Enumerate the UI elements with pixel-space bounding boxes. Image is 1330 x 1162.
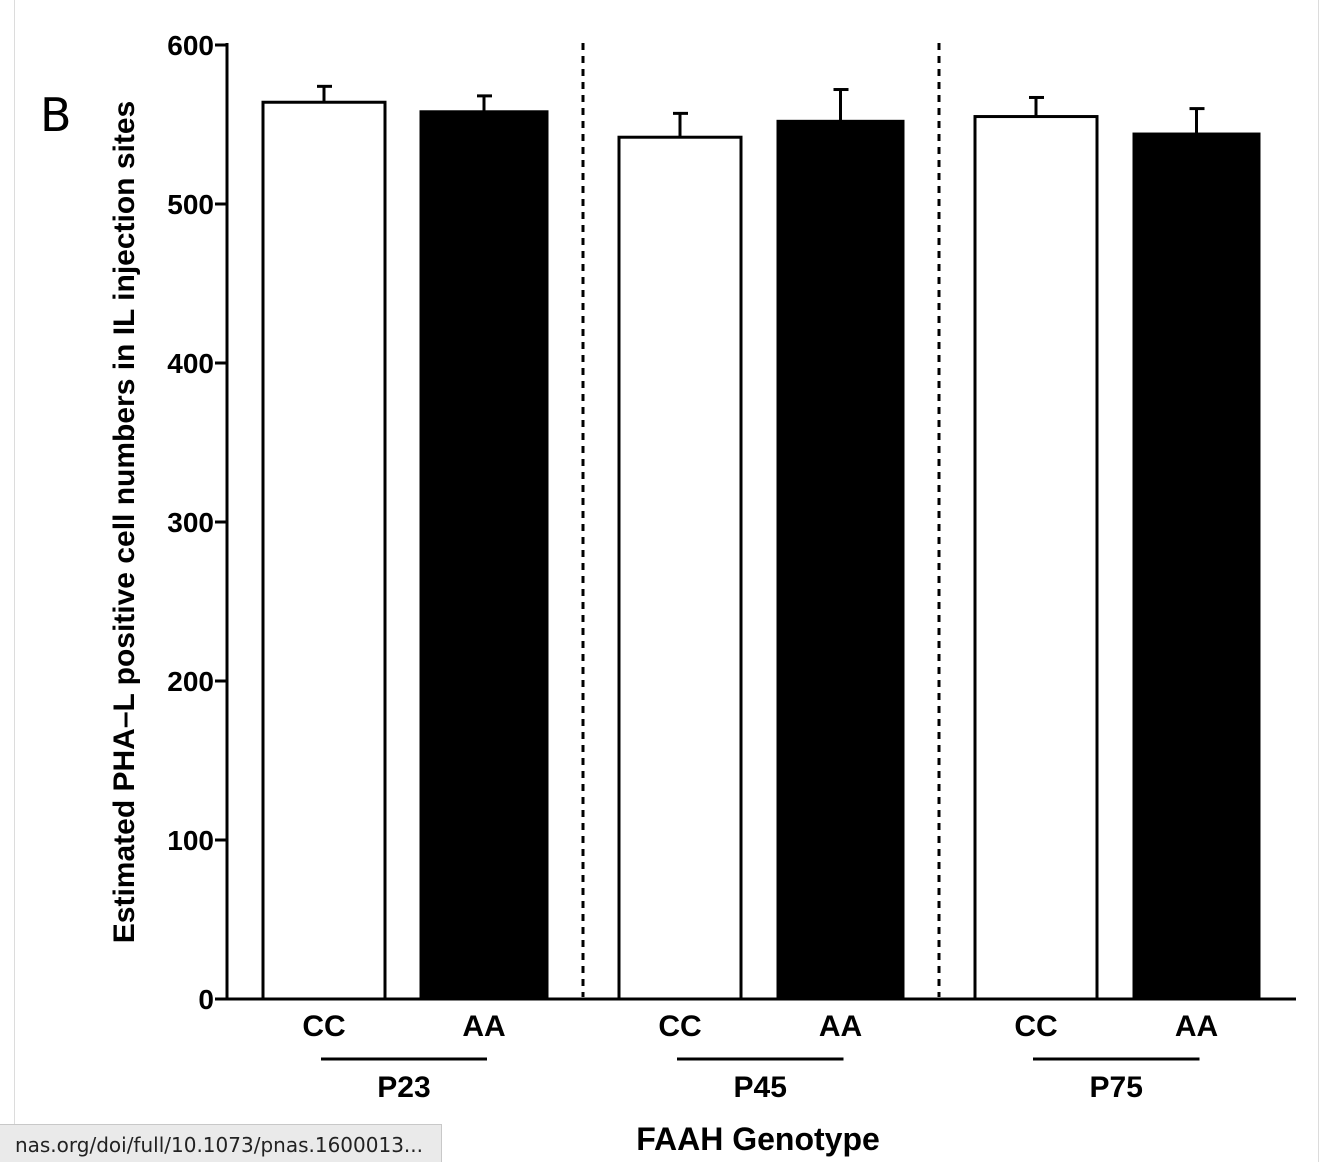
- y-tick-label-0: 0: [198, 984, 214, 1015]
- y-tick-label-300: 300: [167, 507, 214, 538]
- y-tick-label-100: 100: [167, 825, 214, 856]
- y-tick-label-600: 600: [167, 30, 214, 61]
- x-labels: CC AA CC AA CC AA P23 P45 P75: [302, 1010, 1218, 1104]
- group-label-p45: P45: [734, 1071, 787, 1104]
- y-tick-label-200: 200: [167, 666, 214, 697]
- bar-p75-cc: [973, 115, 1099, 1001]
- y-axis-label: Estimated PHA–L positive cell numbers in…: [108, 101, 141, 943]
- x-tick-label-4: CC: [1014, 1010, 1057, 1043]
- page-border-right: [1318, 0, 1319, 1162]
- bar-p45-aa: [776, 119, 905, 1001]
- group-label-p75: P75: [1090, 1071, 1143, 1104]
- x-tick-label-1: AA: [462, 1010, 505, 1043]
- bar-p23-cc: [261, 100, 387, 1001]
- y-tick-label-500: 500: [167, 189, 214, 220]
- page-border-left: [14, 0, 15, 1162]
- browser-status-bar: nas.org/doi/full/10.1073/pnas.1600013...: [0, 1124, 442, 1162]
- bar-p75-aa: [1132, 132, 1261, 1001]
- panel-label: B: [40, 88, 72, 142]
- status-url: nas.org/doi/full/10.1073/pnas.1600013...: [14, 1133, 423, 1157]
- y-ticks: 0 100 200 300 400 500 600: [167, 30, 227, 1015]
- x-tick-label-0: CC: [302, 1010, 345, 1043]
- y-tick-label-400: 400: [167, 348, 214, 379]
- bar-p45-cc: [617, 135, 743, 1001]
- x-axis-label: FAAH Genotype: [636, 1121, 880, 1157]
- bars-layer: [261, 43, 1261, 1001]
- bar-p23-aa: [419, 110, 549, 1001]
- x-tick-label-5: AA: [1175, 1010, 1218, 1043]
- group-label-p23: P23: [377, 1071, 430, 1104]
- x-tick-label-3: AA: [819, 1010, 862, 1043]
- x-tick-label-2: CC: [658, 1010, 701, 1043]
